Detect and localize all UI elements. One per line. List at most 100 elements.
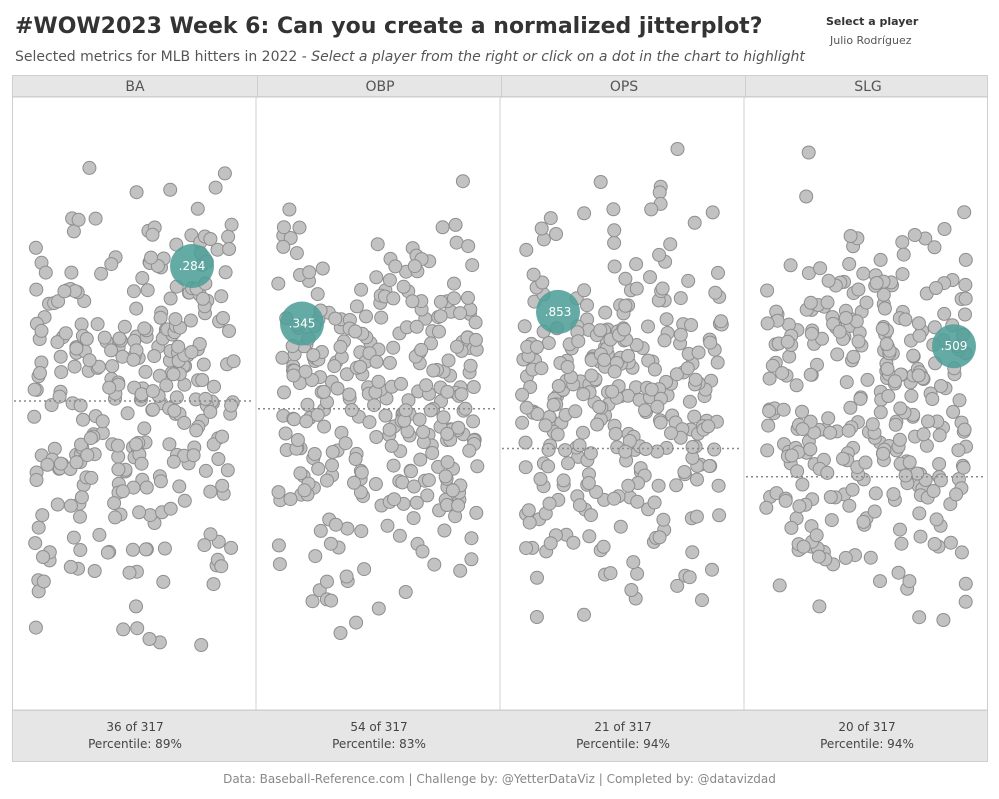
player-dot[interactable]: [105, 359, 120, 374]
player-dot[interactable]: [453, 563, 468, 578]
player-dot[interactable]: [856, 266, 871, 281]
player-dot[interactable]: [427, 557, 442, 572]
player-dot[interactable]: [685, 440, 700, 454]
player-dot[interactable]: [868, 486, 883, 501]
player-dot[interactable]: [851, 282, 866, 297]
player-dot[interactable]: [685, 545, 700, 560]
player-dot[interactable]: [308, 549, 323, 564]
player-dot[interactable]: [140, 283, 155, 298]
player-dot[interactable]: [328, 517, 343, 532]
player-dot[interactable]: [810, 357, 824, 372]
player-dot[interactable]: [464, 531, 479, 546]
player-dot[interactable]: [440, 384, 455, 399]
player-dot[interactable]: [577, 607, 591, 622]
player-dot[interactable]: [932, 457, 947, 471]
player-dot[interactable]: [795, 477, 810, 492]
player-dot[interactable]: [593, 175, 608, 189]
player-dot[interactable]: [353, 359, 368, 374]
player-dot[interactable]: [782, 349, 797, 364]
player-dot[interactable]: [867, 504, 882, 519]
player-dot[interactable]: [577, 283, 592, 298]
player-dot[interactable]: [705, 205, 720, 220]
player-dot[interactable]: [455, 174, 470, 189]
player-dot[interactable]: [790, 464, 805, 479]
player-dot[interactable]: [368, 477, 383, 491]
player-dot[interactable]: [895, 267, 910, 282]
player-dot[interactable]: [856, 514, 871, 529]
player-dot[interactable]: [566, 535, 581, 550]
player-dot[interactable]: [277, 385, 291, 400]
player-dot[interactable]: [783, 258, 798, 273]
player-dot[interactable]: [809, 528, 824, 543]
player-dot[interactable]: [66, 224, 81, 239]
player-dot[interactable]: [153, 310, 168, 325]
player-dot[interactable]: [222, 324, 236, 338]
player-dot[interactable]: [63, 498, 78, 513]
player-dot[interactable]: [87, 564, 102, 578]
player-dot[interactable]: [892, 432, 907, 447]
player-dot[interactable]: [913, 529, 928, 544]
player-dot[interactable]: [898, 468, 913, 483]
player-dot[interactable]: [630, 494, 645, 509]
player-dot[interactable]: [438, 469, 453, 484]
player-dot[interactable]: [36, 550, 50, 564]
player-dot[interactable]: [111, 462, 126, 477]
player-dot[interactable]: [73, 509, 87, 524]
player-dot[interactable]: [691, 345, 706, 360]
player-dot[interactable]: [196, 357, 211, 372]
player-dot[interactable]: [958, 252, 973, 267]
player-dot[interactable]: [958, 277, 973, 292]
player-dot[interactable]: [420, 488, 435, 503]
player-dot[interactable]: [584, 508, 598, 523]
player-dot[interactable]: [218, 265, 233, 280]
player-dot[interactable]: [271, 276, 286, 291]
player-dot[interactable]: [853, 391, 868, 406]
player-dot[interactable]: [543, 536, 558, 551]
player-dot[interactable]: [102, 380, 117, 395]
player-dot[interactable]: [804, 326, 819, 341]
player-dot[interactable]: [677, 465, 692, 479]
player-dot[interactable]: [145, 402, 160, 417]
player-dot[interactable]: [916, 427, 931, 442]
player-dot[interactable]: [813, 261, 828, 276]
player-dot[interactable]: [203, 232, 218, 246]
player-dot[interactable]: [522, 515, 537, 530]
player-dot[interactable]: [911, 316, 926, 331]
player-dot[interactable]: [518, 460, 533, 475]
player-dot[interactable]: [838, 311, 853, 325]
player-dot[interactable]: [576, 387, 591, 402]
player-dot[interactable]: [437, 523, 452, 538]
player-dot[interactable]: [651, 478, 666, 493]
player-dot[interactable]: [116, 622, 131, 637]
player-dot[interactable]: [84, 470, 99, 485]
player-dot[interactable]: [333, 339, 348, 354]
player-dot[interactable]: [282, 202, 297, 217]
player-dot[interactable]: [515, 387, 530, 402]
player-dot[interactable]: [206, 577, 221, 592]
player-dot[interactable]: [842, 257, 857, 271]
player-dot[interactable]: [534, 221, 549, 236]
player-dot[interactable]: [412, 412, 427, 427]
player-dot[interactable]: [169, 390, 184, 405]
player-dot[interactable]: [371, 374, 386, 389]
player-dot[interactable]: [313, 523, 328, 538]
player-dot[interactable]: [761, 418, 776, 433]
player-dot[interactable]: [117, 319, 132, 334]
player-dot[interactable]: [451, 420, 466, 435]
player-dot[interactable]: [760, 283, 775, 298]
player-dot[interactable]: [926, 484, 941, 498]
player-dot[interactable]: [879, 337, 894, 351]
player-dot[interactable]: [618, 444, 633, 459]
player-dot[interactable]: [468, 315, 483, 330]
player-dot[interactable]: [315, 261, 330, 276]
player-dot[interactable]: [222, 242, 237, 256]
player-dot[interactable]: [145, 384, 160, 399]
player-dot[interactable]: [580, 298, 594, 313]
player-dot[interactable]: [177, 415, 192, 430]
player-dot[interactable]: [374, 310, 389, 325]
player-dot[interactable]: [830, 347, 845, 362]
player-dot[interactable]: [550, 427, 565, 442]
player-dot[interactable]: [97, 330, 112, 345]
player-dot[interactable]: [306, 348, 321, 363]
player-dot[interactable]: [432, 324, 446, 339]
